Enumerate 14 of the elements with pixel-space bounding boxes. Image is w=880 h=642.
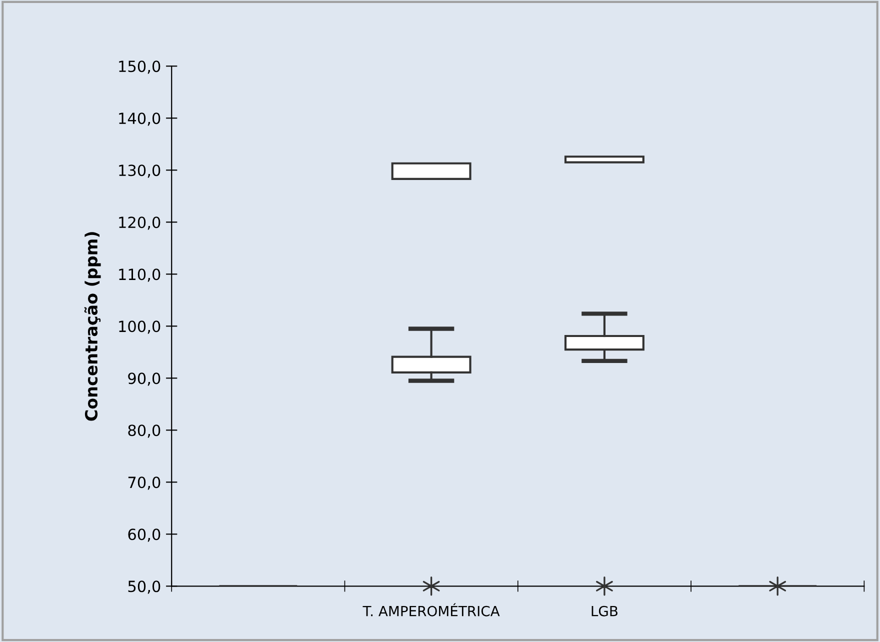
x-tick-label: LGB — [592, 606, 618, 616]
y-axis-title: Concentração (ppm) — [84, 232, 101, 421]
y-tick-label: 150,0 — [119, 60, 160, 74]
y-tick-label: 60,0 — [128, 528, 160, 542]
y-tick-label: 130,0 — [119, 164, 160, 178]
y-tick-label: 100,0 — [119, 320, 160, 334]
x-tick-label: T. AMPEROMÉTRICA — [362, 603, 500, 616]
y-tick-label: 50,0 — [128, 580, 160, 594]
y-tick-label: 70,0 — [128, 476, 160, 490]
y-tick-label: 120,0 — [119, 216, 160, 230]
y-tick-label: 110,0 — [119, 268, 160, 282]
y-tick-label: 90,0 — [128, 372, 160, 386]
y-tick-label: 140,0 — [119, 112, 160, 126]
y-tick-label: 80,0 — [128, 424, 160, 438]
